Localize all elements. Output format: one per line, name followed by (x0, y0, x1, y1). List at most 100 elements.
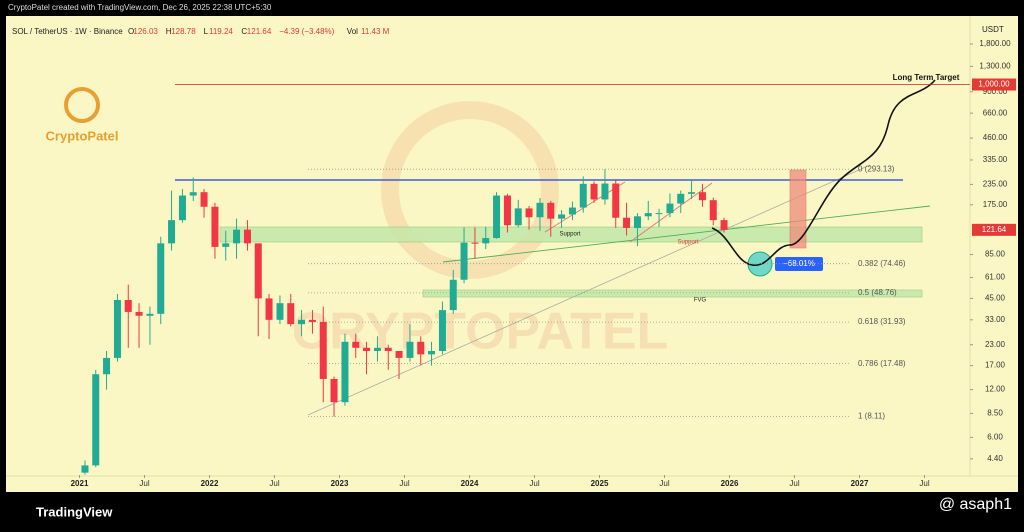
drop-label-bg (775, 257, 823, 271)
fib-label: 0.5 (48.76) (858, 288, 897, 297)
candle-body (460, 242, 468, 280)
candle-body (243, 229, 251, 244)
candle-body (688, 192, 696, 194)
support-label: Support (559, 232, 580, 238)
price-tag-label: 121.64 (982, 225, 1007, 234)
fib-label: 0.786 (17.48) (858, 359, 906, 368)
candle-body (514, 208, 522, 226)
candle-body (449, 279, 457, 311)
y-tick-label: 235.00 (983, 180, 1008, 189)
y-tick-label: 23.00 (985, 340, 1006, 349)
candle-body (330, 378, 338, 403)
currency: USDT (982, 25, 1004, 34)
logo (64, 87, 100, 123)
logo-text: CryptoPatel (46, 128, 119, 143)
candle-body (612, 183, 620, 218)
candle-body (146, 313, 154, 316)
candle-body (319, 321, 327, 379)
candle-body (81, 465, 89, 473)
y-tick-label: 1,300.00 (979, 62, 1011, 71)
x-tick-label: 2024 (461, 479, 479, 488)
x-tick-label: Jul (529, 479, 539, 488)
y-tick-label: 45.00 (985, 294, 1006, 303)
candle-body (438, 310, 446, 352)
x-tick-label: 2022 (201, 479, 219, 488)
watermark-logo (381, 101, 559, 279)
candle-body (720, 220, 728, 230)
candle-body (254, 243, 262, 299)
candle-body (352, 341, 360, 348)
candle-body (384, 347, 392, 352)
y-tick-label: 1,800.00 (979, 39, 1011, 48)
y-tick-label: 33.00 (985, 315, 1006, 324)
x-tick-label: 2027 (851, 479, 869, 488)
trend-line (442, 205, 931, 263)
candle-body (287, 303, 295, 325)
candle-body (709, 200, 717, 221)
candle-body (698, 192, 706, 201)
x-tick-label: Jul (919, 479, 929, 488)
candle-body (547, 202, 555, 219)
fvg-zone (422, 289, 923, 298)
candle-body (92, 374, 100, 466)
candle-body (341, 341, 349, 403)
y-tick-label: 900.00 (983, 87, 1008, 96)
candle-body (623, 217, 631, 228)
y-tick-label: 335.00 (983, 155, 1008, 164)
candle-body (363, 347, 371, 352)
x-tick-label: Jul (659, 479, 669, 488)
volume: 11.43 M (361, 27, 390, 36)
y-tick-label: 460.00 (983, 133, 1008, 142)
candle-body (276, 303, 284, 320)
candle-body (124, 299, 132, 312)
ohlc-value: 128.78 (171, 27, 196, 36)
author: @ asaph1 (939, 496, 1012, 513)
header: SOL / TetherUS · 1W · Binance O 126.03 H 12… (12, 27, 390, 36)
candle-body (428, 351, 436, 355)
candle-body (113, 299, 121, 358)
y-tick-label: 17.00 (985, 361, 1006, 370)
ohlc-value: 126.03 (133, 27, 158, 36)
y-tick-label: 4.40 (987, 454, 1003, 463)
candle-body (677, 193, 685, 204)
candle-body (233, 229, 241, 244)
brand: TradingView (36, 504, 113, 519)
candle-body (655, 213, 663, 215)
y-tick-label: 12.00 (985, 385, 1006, 394)
x-tick-label: Jul (399, 479, 409, 488)
candle-body (189, 192, 197, 196)
candle-body (211, 206, 219, 247)
x-tick-label: 2023 (331, 479, 349, 488)
price-tag-label: 1,000.00 (978, 80, 1010, 89)
ohlc-value: 121.64 (247, 27, 272, 36)
trend-line (307, 164, 871, 416)
candle-body (135, 311, 143, 316)
ohlc-key: C (241, 27, 247, 36)
candle-body (265, 298, 273, 320)
candle-body (633, 216, 641, 228)
support-label: Support (677, 240, 698, 246)
candle-body (493, 195, 501, 239)
candle-body (525, 208, 533, 218)
footer (0, 492, 1024, 532)
candle-body (644, 213, 652, 217)
top-bar: CryptoPatel created with TradingView.com… (8, 3, 272, 12)
x-tick-label: 2025 (591, 479, 609, 488)
candle-body (308, 319, 316, 322)
candle-body (568, 207, 576, 215)
candle-body (417, 341, 425, 355)
y-tick-label: 8.50 (987, 409, 1003, 418)
change: −4.39 (−3.48%) (279, 27, 334, 36)
candle-body (482, 238, 490, 244)
y-tick-label: 85.00 (985, 250, 1006, 259)
candle-body (558, 214, 566, 219)
fib-label: 1 (8.11) (858, 412, 885, 421)
y-tick-label: 175.00 (983, 200, 1008, 209)
candle-body (471, 242, 479, 244)
price-tag (972, 223, 1016, 236)
symbol: SOL / TetherUS · 1W · Binance (12, 27, 123, 36)
candle-body (178, 195, 186, 221)
candle-body (536, 202, 544, 218)
volume-key: Vol (347, 27, 358, 36)
